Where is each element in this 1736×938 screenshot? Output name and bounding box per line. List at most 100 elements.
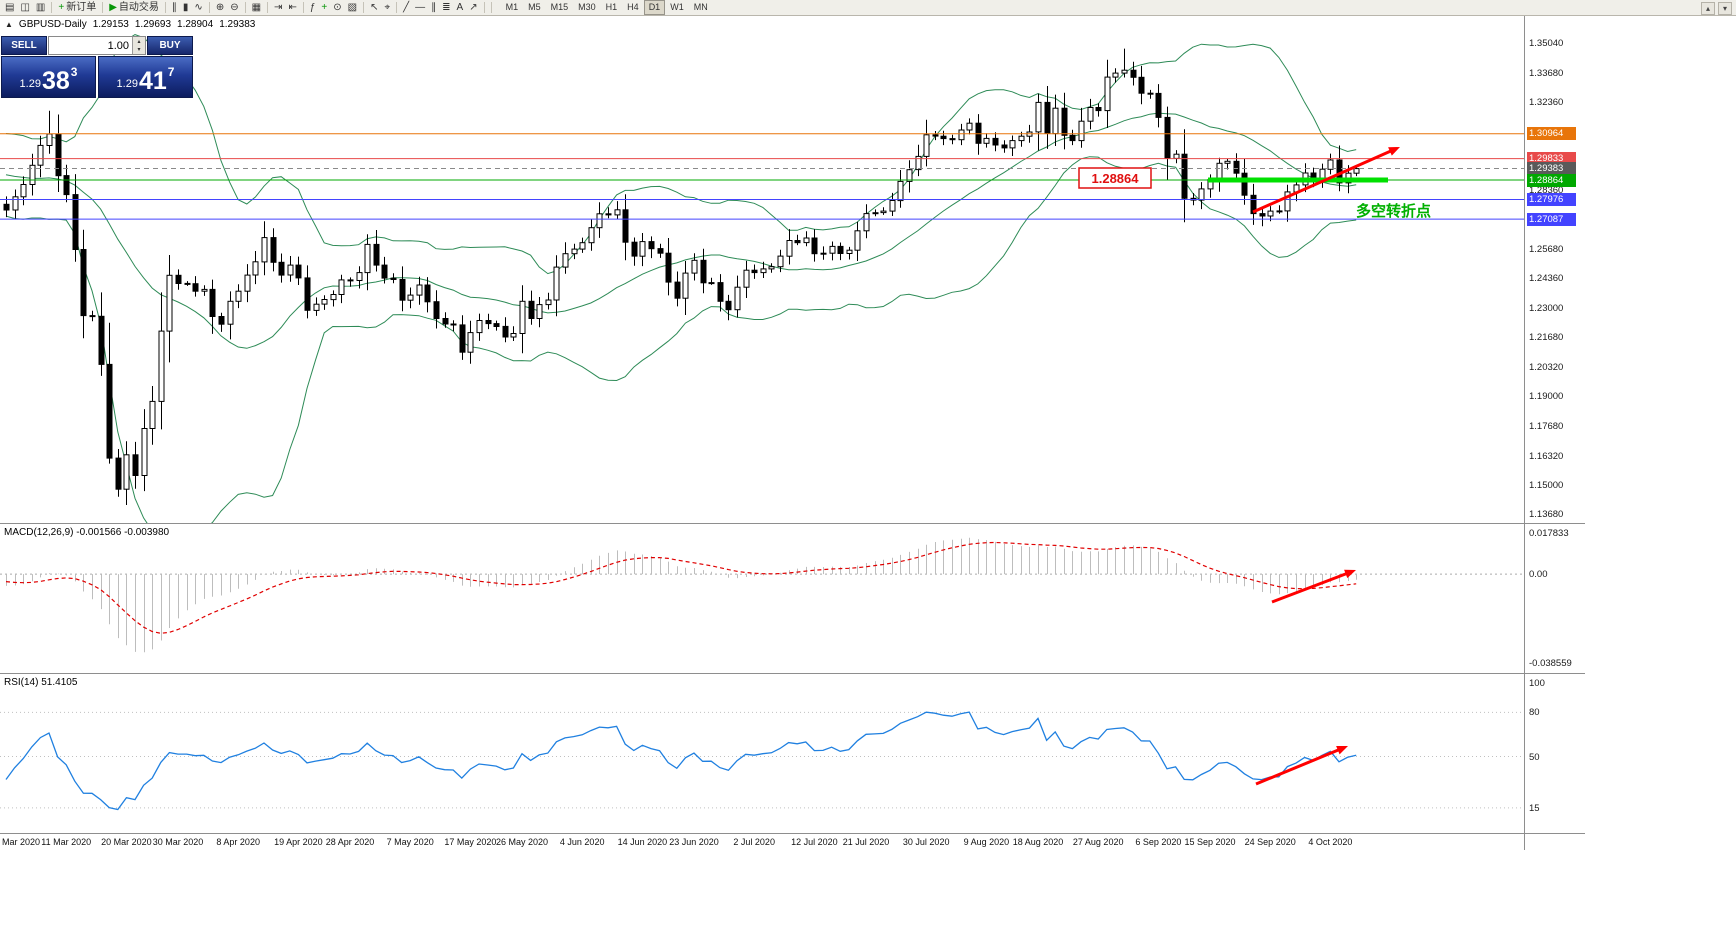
market-watch-icon: ▥ <box>35 1 46 13</box>
profiles-button[interactable]: ◫ <box>17 1 32 15</box>
templates-button[interactable]: ▧ <box>345 1 360 15</box>
profiles-icon: ◫ <box>20 1 30 13</box>
candle <box>734 286 741 311</box>
timeframe-m1-button[interactable]: M1 <box>505 2 519 12</box>
symbol-title: GBPUSD-Daily <box>18 19 87 30</box>
toolbar-overflow-down-button[interactable]: ▾ <box>1718 2 1732 15</box>
candle <box>442 318 449 325</box>
volume-field[interactable]: 1.00 ▴ ▾ <box>48 36 146 55</box>
candle <box>338 279 345 295</box>
candle <box>252 261 259 276</box>
indicators-button[interactable]: ƒ <box>307 1 319 15</box>
pane-separator[interactable] <box>0 673 1585 674</box>
candle <box>1267 210 1274 217</box>
candle <box>872 212 879 215</box>
cursor-button[interactable]: ↖ <box>367 1 381 15</box>
line-chart-button[interactable]: ∿ <box>191 1 205 15</box>
timeframe-mn-button[interactable]: MN <box>693 2 708 12</box>
buy-button[interactable]: BUY <box>147 36 193 55</box>
candle <box>55 133 62 177</box>
timeframe-m15-button[interactable]: M15 <box>550 2 569 12</box>
candle <box>330 294 337 301</box>
candle <box>1052 107 1059 135</box>
rsi-pane[interactable] <box>0 674 1524 834</box>
channel-button[interactable]: ∥ <box>428 1 439 15</box>
candle <box>1259 213 1266 217</box>
candle <box>106 363 113 459</box>
buy-price-button[interactable]: 1.29 41 7 <box>98 56 193 98</box>
new-order-button[interactable]: + 新订单 <box>55 1 99 15</box>
candle <box>1087 107 1094 122</box>
toolbar-separator <box>267 2 269 13</box>
autotrading-button[interactable]: ▶ 自动交易 <box>106 1 162 15</box>
candle <box>416 284 423 296</box>
market-watch-button[interactable]: ▥ <box>33 1 48 15</box>
new-chart-button[interactable]: ▤ <box>2 1 17 15</box>
candle <box>235 290 242 302</box>
candle <box>932 134 939 137</box>
arrows-button[interactable]: ↗ <box>466 1 480 15</box>
date-label: 2 Jul 2020 <box>733 837 775 847</box>
candle <box>158 330 165 402</box>
timeframe-d1-button[interactable]: D1 <box>643 0 666 15</box>
trend-arrow-main[interactable] <box>1252 148 1396 214</box>
tile-windows-button[interactable]: ▦ <box>249 1 264 15</box>
candle <box>407 294 414 301</box>
macd-label: MACD(12,26,9) -0.001566 -0.003980 <box>4 527 170 538</box>
fibonacci-button[interactable]: ≣ <box>439 1 453 15</box>
macd-pane[interactable] <box>0 524 1524 674</box>
timeframe-m30-button[interactable]: M30 <box>578 2 596 12</box>
macd-signal-line <box>5 541 1357 634</box>
trendline-button[interactable]: ╱ <box>400 1 412 15</box>
candle <box>373 243 380 266</box>
candle <box>467 332 474 353</box>
toolbar-overflow-up-button[interactable]: ▴ <box>1701 2 1715 15</box>
candle <box>1104 76 1111 112</box>
price-chart-pane[interactable]: 1.28864 多空转折点 <box>0 16 1524 524</box>
price-axis-label: 1.32360 <box>1529 96 1564 108</box>
periods-button[interactable]: ⊙ <box>330 1 344 15</box>
date-label: 4 Oct 2020 <box>1308 837 1353 847</box>
add-indicator-button[interactable]: + <box>318 1 330 15</box>
candle <box>89 315 96 318</box>
volume-down-icon[interactable]: ▾ <box>133 45 145 54</box>
timeframe-h4-button[interactable]: H4 <box>627 2 639 12</box>
sell-price-button[interactable]: 1.29 38 3 <box>1 56 96 98</box>
candle <box>682 272 689 299</box>
timeframe-m5-button[interactable]: M5 <box>528 2 541 12</box>
candle <box>571 248 578 255</box>
horizontal-line-button[interactable]: ― <box>412 1 428 15</box>
trend-arrow-macd[interactable] <box>1271 570 1351 604</box>
candle <box>209 288 216 317</box>
candle <box>657 248 664 254</box>
price-axis-label: 1.28360 <box>1529 185 1564 197</box>
volume-spinner[interactable]: ▴ ▾ <box>132 37 145 54</box>
one-click-toggle-icon[interactable]: ▲ <box>5 20 13 29</box>
text-button[interactable]: A <box>454 1 467 15</box>
bars-chart-button[interactable]: ∥ <box>169 1 180 15</box>
macd-axis-label: 0.00 <box>1529 569 1548 581</box>
pane-separator <box>0 833 1585 834</box>
candles-chart-button[interactable]: ▮ <box>180 1 192 15</box>
zoom-out-button[interactable]: ⊖ <box>227 1 241 15</box>
auto-scroll-button[interactable]: ⇥ <box>271 1 285 15</box>
sell-button[interactable]: SELL <box>1 36 47 55</box>
candle <box>880 210 887 214</box>
candle <box>992 137 999 146</box>
pane-separator[interactable] <box>0 523 1585 524</box>
timeframe-h1-button[interactable]: H1 <box>605 2 618 12</box>
volume-up-icon[interactable]: ▴ <box>133 37 145 46</box>
candle <box>536 304 543 320</box>
candle <box>1353 168 1360 174</box>
bollinger-lower-band <box>5 156 1357 524</box>
price-axis-label: 1.21680 <box>1529 332 1564 344</box>
timeframe-w1-button[interactable]: W1 <box>670 2 684 12</box>
autotrading-icon: ▶ <box>109 1 117 13</box>
candle <box>966 122 973 131</box>
trend-arrow-rsi[interactable] <box>1255 746 1344 786</box>
chart-shift-button[interactable]: ⇤ <box>285 1 299 15</box>
price-callout-box[interactable] <box>1078 167 1152 189</box>
ohlc-close: 1.29383 <box>219 19 256 30</box>
crosshair-button[interactable]: ⌖ <box>381 1 393 15</box>
zoom-in-button[interactable]: ⊕ <box>213 1 227 15</box>
